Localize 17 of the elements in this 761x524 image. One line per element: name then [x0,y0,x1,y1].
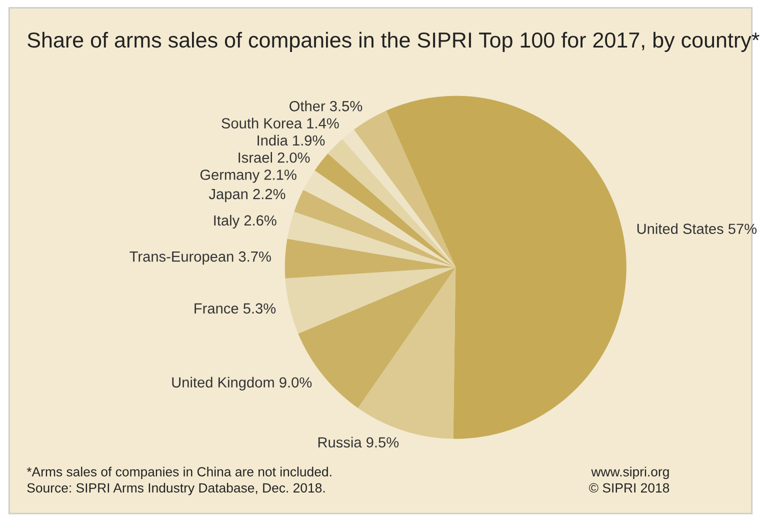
slice-label: United States 57% [637,223,757,234]
slice-label: Other 3.5% [290,100,362,112]
slice-label: India 1.9% [258,134,325,146]
slice-label: South Korea 1.4% [222,118,339,128]
slice-label: Germany 2.1% [200,170,296,183]
slice-label: Russia 9.5% [318,436,399,448]
text: www.sipri.org © SIPRI 2018 [589,466,670,493]
slice-label: Japan 2.2% [208,188,286,202]
slice-label: France 5.3% [194,303,276,314]
pie-slice [328,139,456,268]
slice-label: United Kingdom 9.0% [172,376,312,390]
chart-title: Share of arms sales of companies in the SIPRI Top 100 for 2017, by country* [28,32,760,52]
pie-slice [294,190,456,268]
slice-label: Trans-European 3.7% [130,251,271,265]
text: *Arms sales of companies in China are not included. Source: SIPRI Arms Industry Database, Dec. 2018. [26,466,332,496]
slice-label: Italy 2.6% [214,214,276,228]
slice-label: Israel 2.0% [238,152,310,163]
